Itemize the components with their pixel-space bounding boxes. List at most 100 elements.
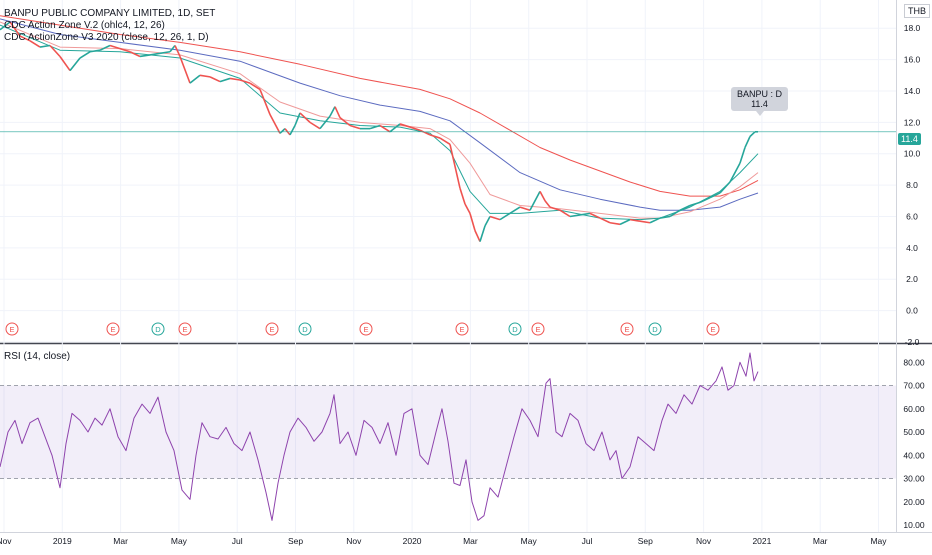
rsi-tick-label: 70.00 [903,381,925,391]
event-marker-label: D [512,325,518,334]
price-segment [639,220,651,224]
price-segment [649,217,661,224]
event-marker-e[interactable]: E [359,322,373,336]
event-marker-circle [298,322,312,336]
price-segment [39,44,51,48]
rsi-tick-label: 60.00 [903,404,925,414]
event-marker-label: E [110,325,115,334]
price-tick-label: 8.0 [906,180,918,190]
time-tick-label: Nov [346,536,362,546]
event-marker-e[interactable]: E [706,322,720,336]
price-segment [744,136,751,148]
event-marker-d[interactable]: D [648,322,662,336]
event-marker-circle [106,322,120,336]
price-segment [579,212,591,216]
price-segment [29,40,41,48]
time-tick-label: 2019 [53,536,72,546]
price-segment [99,44,111,51]
event-marker-d[interactable]: D [151,322,165,336]
event-marker-e[interactable]: E [265,322,279,336]
event-marker-label: D [302,325,308,334]
event-marker-circle [508,322,522,336]
price-segment [199,74,211,78]
price-segment [349,124,361,130]
price-segment [109,44,121,50]
price-segment [189,74,201,84]
price-tick-label: 12.0 [904,117,921,127]
event-marker-d[interactable]: D [508,322,522,336]
event-marker-e[interactable]: E [620,322,634,336]
event-marker-circle [359,322,373,336]
event-marker-label: E [9,325,14,334]
event-marker-e[interactable]: E [106,322,120,336]
price-segment [589,212,601,219]
event-marker-e[interactable]: E [178,322,192,336]
price-segment [149,52,161,56]
price-segment [49,44,61,58]
event-marker-e[interactable]: E [5,322,19,336]
price-segment [619,218,631,226]
time-tick-label: Mar [463,536,478,546]
price-segment [539,191,546,202]
price-segment [659,215,671,219]
price-segment [729,162,741,183]
event-marker-e[interactable]: E [455,322,469,336]
price-segment [669,209,681,218]
indicator-legend-1[interactable]: CDC Action Zone V.2 (ohlc4, 12, 26) [4,20,165,31]
price-segment [319,115,331,130]
price-tick-label: 10.0 [904,149,921,159]
price-segment [429,134,441,139]
price-segment [229,77,241,81]
price-segment [119,47,131,53]
price-tick-label: 2.0 [906,274,918,284]
currency-label[interactable]: THB [904,4,930,18]
time-tick-label: Jul [582,536,593,546]
rsi-tick-label: 80.00 [903,357,925,367]
time-tick-label: May [171,536,188,546]
price-segment [459,188,466,205]
event-marker-d[interactable]: D [298,322,312,336]
price-segment [709,192,721,199]
rsi-legend[interactable]: RSI (14, close) [4,351,71,362]
price-segment [549,206,561,211]
time-tick-label: 2021 [752,536,771,546]
price-segment [474,230,481,242]
price-segment [369,124,381,130]
price-segment [559,209,571,218]
time-tick-label: Mar [113,536,128,546]
rsi-line [0,352,759,521]
price-segment [9,21,21,37]
time-tick-label: Sep [638,536,653,546]
time-tick-label: May [870,536,887,546]
price-segment [469,213,476,231]
price-segment [409,126,421,131]
rsi-band [0,385,896,479]
time-tick-label: Sep [288,536,303,546]
price-segment [289,125,296,136]
event-marker-e[interactable]: E [531,322,545,336]
time-tick-label: May [521,536,538,546]
price-segment [169,44,176,53]
price-segment [484,216,491,227]
price-segment [529,191,541,211]
indicator-legend-2[interactable]: CDC ActionZone V3 2020 (close, 12, 26, 1… [4,32,209,43]
price-segment [279,128,286,134]
price-segment [629,218,641,222]
price-tick-label: 6.0 [906,211,918,221]
time-tick-label: Nov [0,536,12,546]
price-segment [69,57,81,72]
price-segment [609,221,621,226]
price-tick-label: 16.0 [904,55,921,65]
event-marker-label: E [624,325,629,334]
price-segment [509,206,521,215]
price-segment [489,215,501,221]
rsi-tick-label: 30.00 [903,474,925,484]
price-segment [294,112,301,126]
time-tick-label: Mar [813,536,828,546]
price-tick-label: 18.0 [904,23,921,33]
price-segment [89,49,101,53]
price-segment [379,124,391,133]
price-tick-label: -2.0 [905,337,920,347]
